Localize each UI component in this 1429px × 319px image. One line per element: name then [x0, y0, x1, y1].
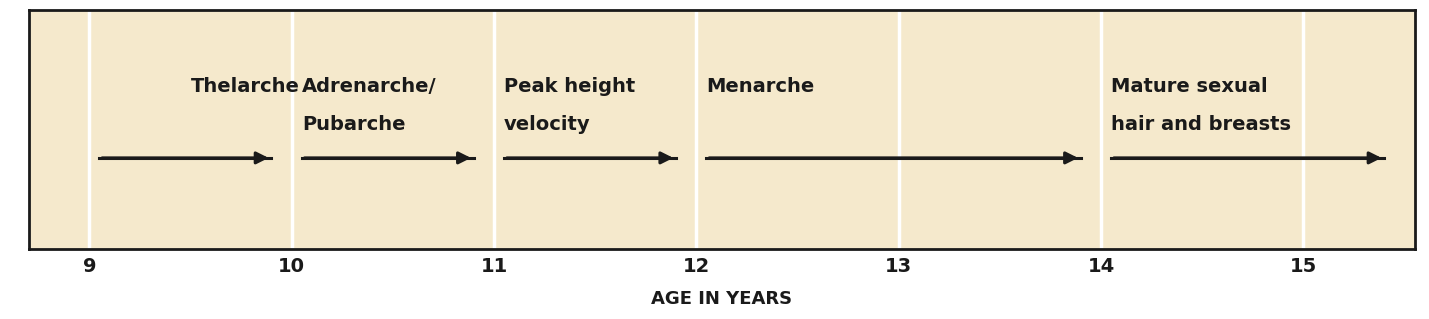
- Text: Mature sexual: Mature sexual: [1112, 77, 1268, 96]
- Text: velocity: velocity: [504, 115, 590, 134]
- Text: Peak height: Peak height: [504, 77, 636, 96]
- Text: Pubarche: Pubarche: [302, 115, 406, 134]
- Text: hair and breasts: hair and breasts: [1112, 115, 1292, 134]
- Text: Adrenarche/: Adrenarche/: [302, 77, 436, 96]
- Text: Thelarche: Thelarche: [190, 77, 299, 96]
- X-axis label: AGE IN YEARS: AGE IN YEARS: [652, 290, 792, 308]
- Text: Menarche: Menarche: [706, 77, 815, 96]
